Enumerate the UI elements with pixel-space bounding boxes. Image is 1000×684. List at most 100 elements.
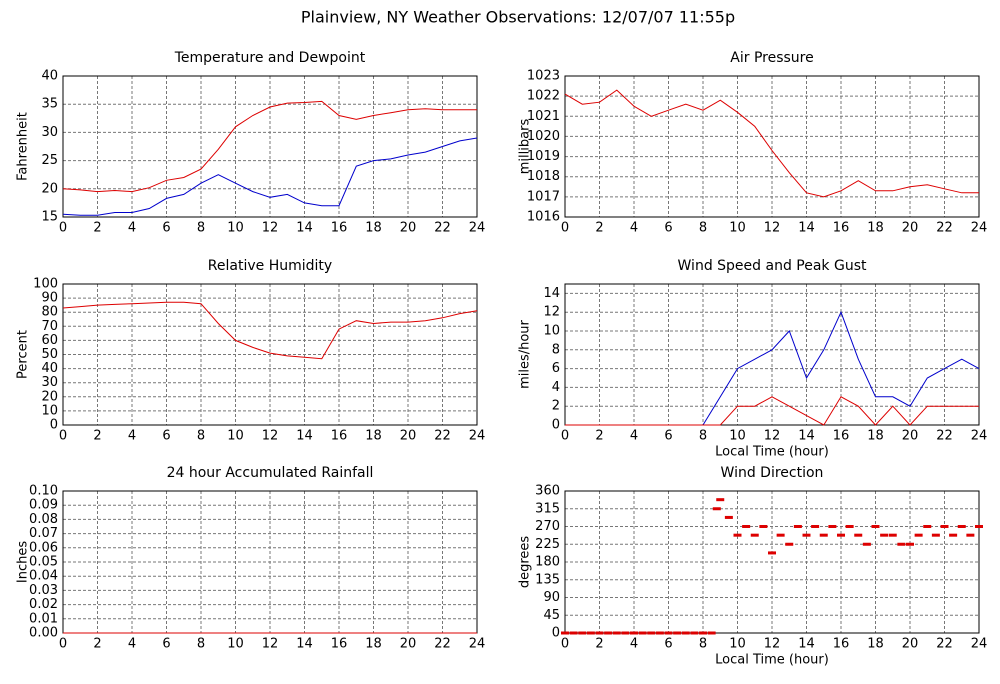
y-tick-label: 135 — [535, 572, 560, 587]
point — [975, 525, 983, 528]
x-tick-label: 8 — [699, 637, 707, 652]
x-tick-label: 10 — [227, 429, 244, 444]
y-tick-label: 0.04 — [29, 569, 58, 584]
y-tick-label: 1017 — [527, 189, 560, 204]
y-axis-label: Fahrenheit — [16, 112, 31, 181]
x-axis-label: Local Time (hour) — [715, 653, 829, 668]
point — [931, 533, 940, 537]
point — [595, 631, 604, 635]
x-tick-label: 2 — [93, 221, 101, 236]
x-tick-label: 14 — [296, 221, 313, 236]
x-tick-label: 8 — [699, 221, 707, 236]
point — [716, 498, 725, 502]
y-tick-label: 0.01 — [29, 611, 58, 626]
y-tick-label: 30 — [41, 125, 58, 140]
x-tick-label: 12 — [764, 429, 781, 444]
x-tick-label: 22 — [434, 221, 451, 236]
y-tick-label: 315 — [535, 501, 560, 516]
x-tick-label: 16 — [331, 221, 348, 236]
point — [569, 631, 578, 635]
x-tick-label: 18 — [867, 637, 884, 652]
point — [949, 533, 958, 537]
x-tick-label: 14 — [296, 429, 313, 444]
series-line — [564, 89, 979, 198]
x-tick-label: 12 — [262, 637, 279, 652]
x-tick-label: 24 — [971, 221, 988, 236]
panel-title: Temperature and Dewpoint — [174, 50, 366, 66]
point — [690, 631, 699, 635]
x-tick-label: 14 — [798, 429, 815, 444]
x-tick-label: 0 — [59, 637, 67, 652]
y-tick-label: 20 — [41, 389, 58, 404]
x-tick-label: 10 — [227, 221, 244, 236]
point — [862, 542, 871, 546]
x-tick-label: 16 — [331, 637, 348, 652]
x-tick-label: 4 — [630, 221, 638, 236]
x-tick-label: 8 — [197, 637, 205, 652]
point — [699, 631, 707, 635]
point — [621, 631, 630, 635]
point — [854, 533, 863, 537]
y-tick-label: 90 — [41, 291, 58, 306]
y-tick-label: 0.08 — [29, 512, 58, 527]
x-tick-label: 10 — [729, 429, 746, 444]
x-tick-label: 0 — [561, 637, 569, 652]
page-title: Plainview, NY Weather Observations: 12/0… — [301, 8, 735, 27]
x-tick-label: 16 — [331, 429, 348, 444]
series-line — [565, 396, 979, 426]
point — [957, 525, 966, 528]
x-tick-label: 24 — [971, 637, 988, 652]
x-tick-label: 4 — [128, 221, 136, 236]
x-tick-label: 22 — [936, 221, 953, 236]
x-tick-label: 20 — [902, 637, 919, 652]
x-tick-label: 0 — [59, 429, 67, 444]
y-tick-label: 1023 — [527, 69, 560, 84]
y-tick-label: 50 — [41, 347, 58, 362]
x-tick-label: 6 — [162, 221, 170, 236]
x-tick-label: 24 — [469, 429, 486, 444]
point — [578, 631, 587, 635]
point — [940, 525, 949, 528]
series-line — [62, 100, 477, 193]
y-tick-label: 70 — [41, 319, 58, 334]
y-tick-label: 0.06 — [29, 540, 58, 555]
x-tick-label: 2 — [93, 637, 101, 652]
point — [966, 533, 975, 537]
y-tick-label: 35 — [41, 97, 58, 112]
point — [604, 631, 613, 635]
y-tick-label: 180 — [535, 555, 560, 570]
plot-frame — [62, 75, 478, 218]
point — [586, 631, 595, 635]
x-tick-label: 10 — [729, 637, 746, 652]
x-tick-label: 4 — [630, 637, 638, 652]
point — [712, 507, 721, 511]
point — [733, 533, 742, 537]
x-tick-label: 8 — [197, 221, 205, 236]
point — [655, 631, 664, 635]
point — [906, 542, 914, 546]
point — [673, 631, 682, 635]
plot-frame — [62, 283, 478, 426]
point — [811, 525, 820, 528]
x-tick-label: 4 — [128, 429, 136, 444]
x-tick-label: 2 — [595, 429, 603, 444]
y-tick-label: 10 — [41, 403, 58, 418]
y-tick-label: 1019 — [527, 149, 560, 164]
plot-frame — [564, 490, 980, 634]
x-tick-label: 14 — [296, 637, 313, 652]
x-tick-label: 18 — [867, 221, 884, 236]
point — [845, 525, 854, 528]
y-tick-label: 20 — [41, 181, 58, 196]
y-tick-label: 1021 — [527, 109, 560, 124]
x-tick-label: 20 — [400, 637, 417, 652]
x-tick-label: 18 — [365, 429, 382, 444]
x-tick-label: 22 — [936, 637, 953, 652]
point — [759, 525, 768, 528]
y-tick-label: 4 — [552, 380, 560, 395]
y-tick-label: 10 — [543, 324, 560, 339]
point — [750, 533, 759, 537]
y-tick-label: 80 — [41, 305, 58, 320]
y-tick-label: 90 — [543, 590, 560, 605]
y-tick-label: 12 — [543, 305, 560, 320]
